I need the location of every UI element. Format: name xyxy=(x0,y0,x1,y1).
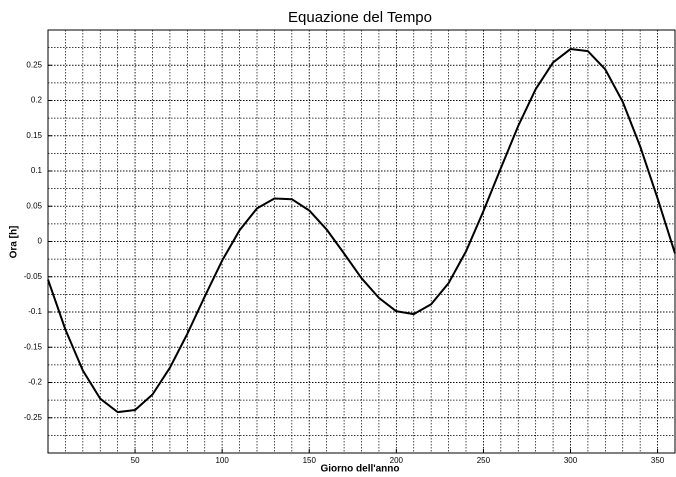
y-tick-label: 0.05 xyxy=(26,201,42,210)
chart-title: Equazione del Tempo xyxy=(288,9,432,26)
x-axis-label: Giorno dell'anno xyxy=(320,464,399,475)
x-tick-label: 50 xyxy=(131,456,140,465)
y-tick-label: -0.2 xyxy=(28,378,42,387)
y-tick-label: 0.25 xyxy=(26,60,42,69)
y-tick-label: -0.15 xyxy=(24,342,43,351)
x-tick-label: 300 xyxy=(564,456,578,465)
y-tick-label: -0.05 xyxy=(24,272,43,281)
y-tick-label: 0.2 xyxy=(31,96,43,105)
x-tick-label: 200 xyxy=(390,456,404,465)
plot-frame xyxy=(47,29,676,454)
y-tick-label: 0 xyxy=(38,237,43,246)
y-axis-label: Ora [h] xyxy=(9,226,20,259)
x-tick-label: 350 xyxy=(651,456,665,465)
y-tick-label: -0.25 xyxy=(24,413,43,422)
y-tick-label: 0.15 xyxy=(26,131,42,140)
y-tick-label: 0.1 xyxy=(31,166,43,175)
x-tick-label: 150 xyxy=(303,456,317,465)
data-line xyxy=(47,48,676,414)
y-tick-label: -0.1 xyxy=(28,307,42,316)
x-tick-label: 250 xyxy=(477,456,491,465)
x-tick-label: 100 xyxy=(215,456,229,465)
